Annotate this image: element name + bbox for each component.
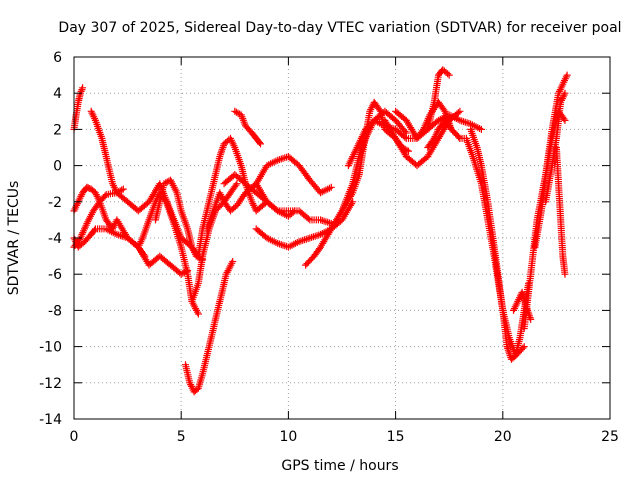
series-markers <box>231 107 264 148</box>
y-axis-label: SDTVAR / TECUs <box>6 181 22 296</box>
series-arc13 <box>220 171 299 220</box>
series-markers <box>87 107 127 197</box>
series-markers <box>220 171 299 220</box>
y-tick-label: -4 <box>48 231 62 247</box>
x-tick-label: 15 <box>387 429 405 445</box>
series-arc8 <box>182 258 237 396</box>
series-markers <box>252 153 335 197</box>
series-arc23 <box>467 125 532 363</box>
series-markers <box>424 66 453 133</box>
y-tick-label: 4 <box>53 86 62 102</box>
y-tick-label: -2 <box>48 195 62 211</box>
chart-title: Day 307 of 2025, Sidereal Day-to-day VTE… <box>58 20 621 36</box>
series-markers <box>467 125 532 363</box>
y-tick-label: -14 <box>39 412 62 428</box>
series-arc3 <box>87 107 127 197</box>
x-tick-label: 0 <box>70 429 79 445</box>
data-series <box>70 66 571 396</box>
x-axis-label: GPS time / hours <box>281 458 398 474</box>
series-arc12 <box>231 107 264 148</box>
x-tick-label: 5 <box>177 429 186 445</box>
series-markers <box>152 176 207 264</box>
x-tick-label: 10 <box>279 429 297 445</box>
series-arc14 <box>252 153 335 197</box>
y-tick-label: -6 <box>48 267 62 283</box>
series-markers <box>182 258 237 396</box>
x-tick-label: 25 <box>601 429 619 445</box>
grid <box>74 57 610 419</box>
series-arc28 <box>552 144 569 278</box>
series-markers <box>552 144 569 278</box>
y-tick-label: -12 <box>39 376 62 392</box>
y-tick-label: -10 <box>39 340 62 356</box>
y-tick-label: -8 <box>48 303 62 319</box>
series-arc27 <box>542 89 569 206</box>
y-tick-label: 0 <box>53 159 62 175</box>
axis-ticks: 0 5 10 15 20 25 -14 -12 -10 -8 -6 -4 -2 0 2 4 6 <box>39 50 619 445</box>
x-tick-label: 20 <box>494 429 512 445</box>
y-tick-label: 6 <box>53 50 62 66</box>
y-tick-label: 2 <box>53 122 62 138</box>
series-arc7 <box>152 176 207 264</box>
series-arc21 <box>424 66 453 133</box>
series-markers <box>542 89 569 206</box>
